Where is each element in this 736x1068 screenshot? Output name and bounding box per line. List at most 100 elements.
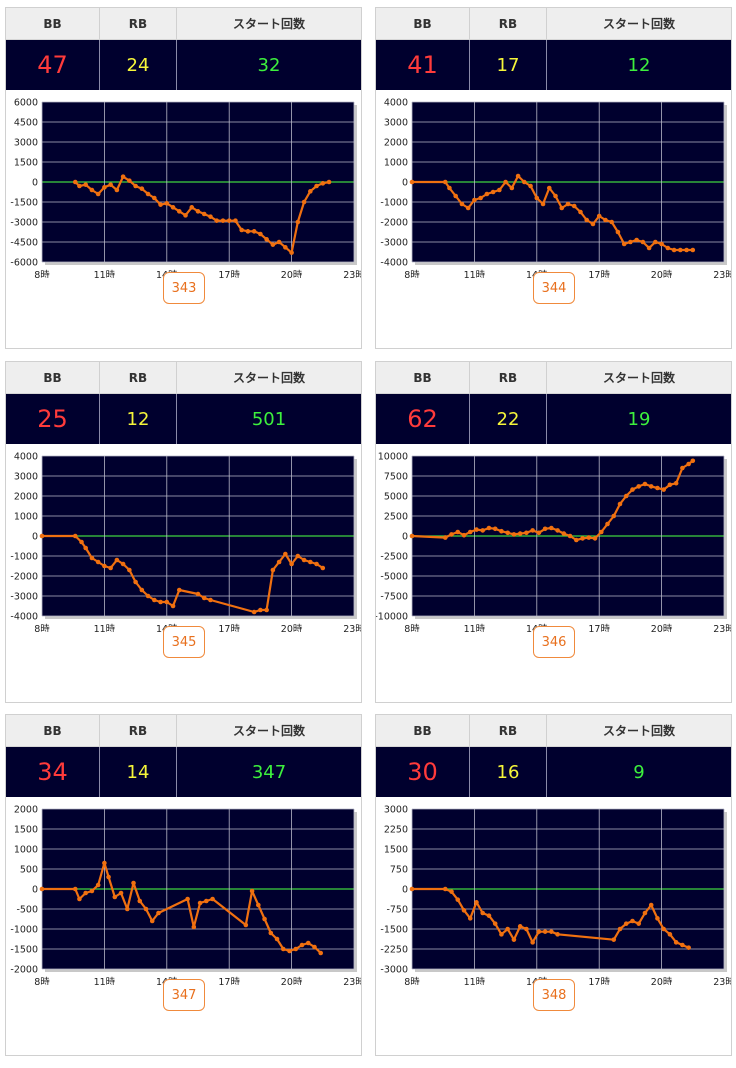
rb-value: 14 <box>100 747 177 797</box>
data-point <box>511 937 517 942</box>
data-point <box>152 195 157 201</box>
data-point <box>176 209 182 214</box>
data-point <box>578 209 583 215</box>
start-count-value: 32 <box>257 54 281 76</box>
bb-header: BB <box>6 715 100 746</box>
data-point <box>648 902 654 908</box>
data-point <box>455 529 461 535</box>
data-point <box>170 205 176 210</box>
y-tick-label: -2000 <box>10 572 38 583</box>
data-point <box>648 484 654 489</box>
y-tick-label: 4000 <box>14 452 38 463</box>
data-point <box>320 181 326 186</box>
data-point <box>447 185 452 191</box>
x-tick-label: 20時 <box>281 624 303 632</box>
data-point <box>686 461 691 467</box>
y-tick-label: 1500 <box>14 158 38 169</box>
data-point <box>565 201 571 207</box>
data-point <box>170 603 176 609</box>
data-point <box>484 191 490 197</box>
data-point <box>201 595 207 601</box>
data-point <box>308 559 313 565</box>
data-point <box>665 245 671 251</box>
data-point <box>667 482 673 488</box>
y-tick-label: 1000 <box>384 158 408 169</box>
data-point <box>299 942 305 948</box>
machine-number-button[interactable]: 348 <box>533 979 575 1011</box>
data-point <box>83 545 88 551</box>
data-point <box>158 599 163 605</box>
y-tick-label: 500 <box>20 865 38 876</box>
data-point <box>621 241 627 247</box>
data-point <box>449 889 454 894</box>
y-tick-label: -2000 <box>10 965 38 976</box>
data-point <box>459 201 465 207</box>
rb-value: 17 <box>470 40 547 90</box>
y-tick-label: -6000 <box>10 258 38 269</box>
y-tick-label: -1000 <box>10 552 38 563</box>
data-point <box>108 565 113 571</box>
y-tick-label: -2000 <box>380 218 408 229</box>
data-point <box>690 458 696 464</box>
y-tick-label: -2500 <box>380 552 408 563</box>
y-tick-label: -4000 <box>10 612 38 623</box>
data-point <box>486 525 492 531</box>
data-point <box>559 205 565 211</box>
machine-number-button[interactable]: 343 <box>163 272 205 304</box>
data-point <box>262 916 267 922</box>
machine-number-button[interactable]: 346 <box>533 626 575 658</box>
machine-number-button[interactable]: 347 <box>163 979 205 1011</box>
y-tick-label: -1000 <box>380 198 408 209</box>
data-point <box>497 187 502 193</box>
machine-number-button[interactable]: 344 <box>533 272 575 304</box>
stats-row: 34 14 347 <box>6 747 361 797</box>
data-point <box>549 525 554 531</box>
data-point <box>89 555 95 561</box>
stats-row: 62 22 19 <box>376 394 731 444</box>
bb-value: 47 <box>6 40 100 90</box>
data-point <box>280 946 286 952</box>
rb-header: RB <box>100 8 177 39</box>
data-point <box>158 202 163 207</box>
stats-row: 47 24 32 <box>6 40 361 90</box>
x-tick-label: 8時 <box>34 270 50 278</box>
x-tick-label: 11時 <box>464 624 486 632</box>
data-point <box>152 597 157 603</box>
data-point <box>95 191 101 197</box>
data-point <box>133 183 138 189</box>
data-point <box>478 195 483 201</box>
data-point <box>480 528 486 533</box>
data-point <box>283 551 288 557</box>
y-tick-label: -3000 <box>380 238 408 249</box>
data-point <box>661 487 666 492</box>
data-point <box>191 924 197 930</box>
data-point <box>295 553 301 559</box>
x-tick-label: 20時 <box>651 270 673 278</box>
table-header: BB RB スタート回数 <box>376 362 731 394</box>
data-point <box>139 587 145 593</box>
table-header: BB RB スタート回数 <box>6 8 361 40</box>
data-point <box>623 921 629 926</box>
machine-panel: BB RB スタート回数 34 14 347 2000 1500 1000 500 0 -500 -10… <box>5 714 362 1056</box>
data-point <box>106 874 111 880</box>
machine-number-button[interactable]: 345 <box>163 626 205 658</box>
data-point <box>536 530 542 536</box>
x-tick-label: 11時 <box>464 270 486 278</box>
data-point <box>114 187 120 193</box>
data-point <box>314 183 319 189</box>
data-point <box>584 217 590 223</box>
y-tick-label: 1500 <box>14 825 38 836</box>
data-point <box>492 921 498 926</box>
y-tick-label: -2250 <box>380 945 408 956</box>
data-point <box>678 247 683 253</box>
data-point <box>89 187 95 193</box>
data-point <box>467 916 473 921</box>
y-tick-label: 1000 <box>14 845 38 856</box>
series-line <box>42 861 322 954</box>
data-point <box>131 880 136 886</box>
data-point <box>492 526 498 532</box>
y-tick-label: 7500 <box>384 472 408 483</box>
y-tick-label: 5000 <box>384 492 408 503</box>
data-point <box>77 183 82 189</box>
